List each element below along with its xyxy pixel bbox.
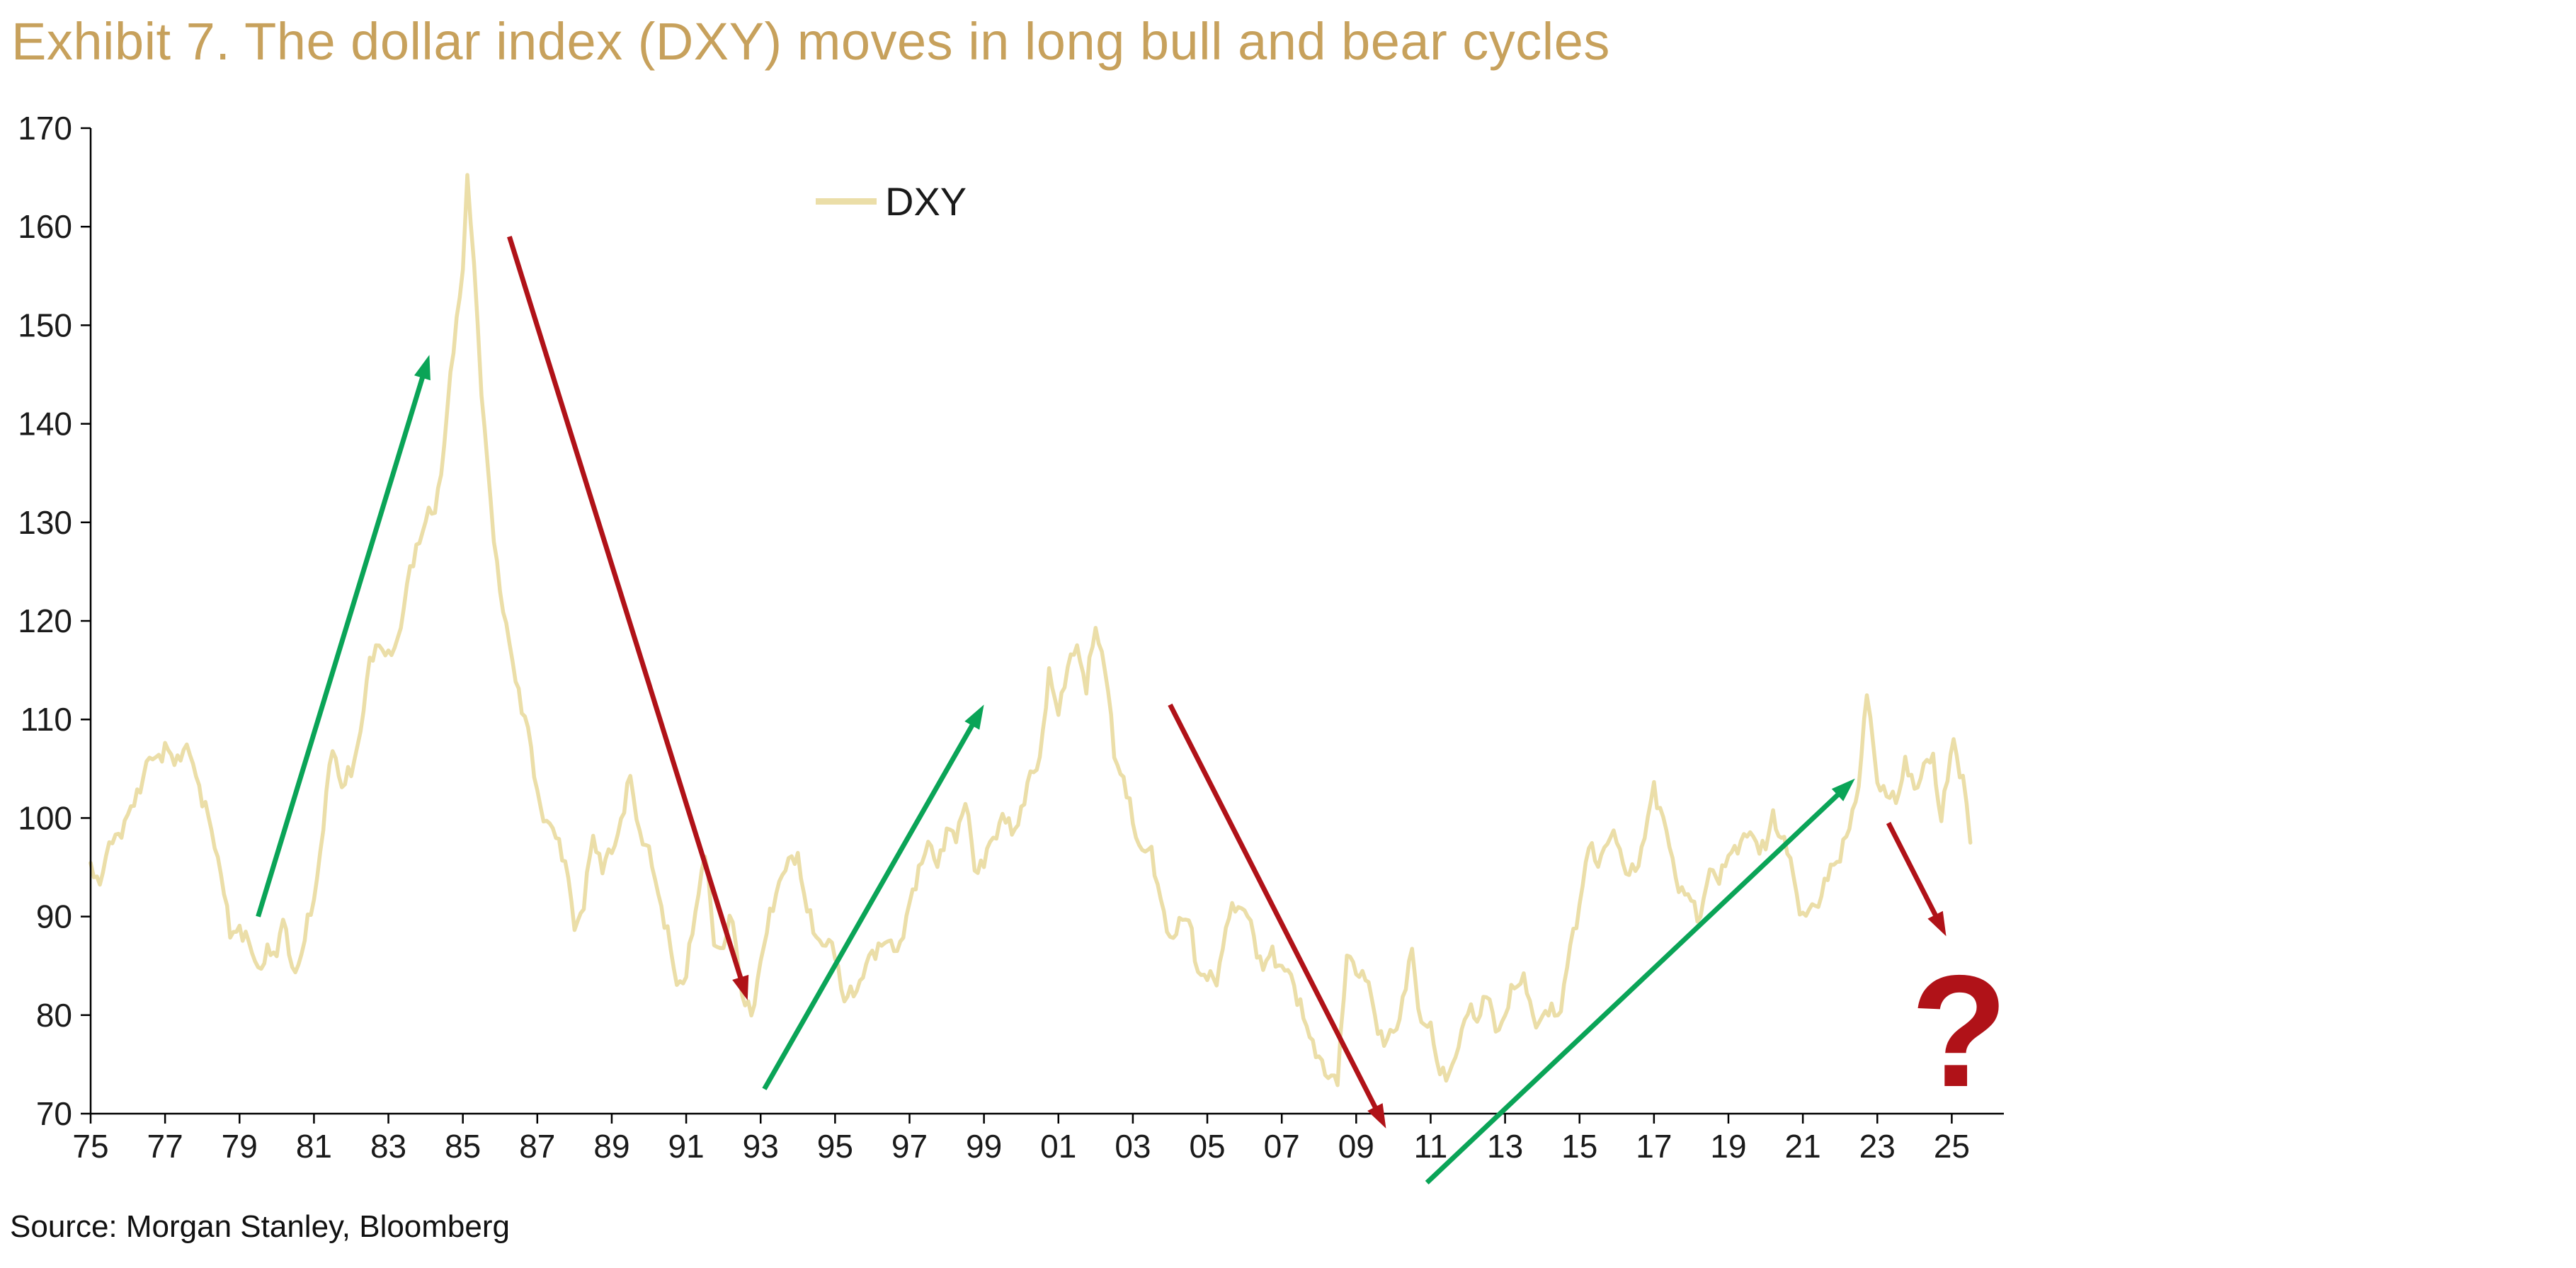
- x-tick-label: 13: [1487, 1128, 1523, 1165]
- x-tick-label: 81: [296, 1128, 332, 1165]
- bear-cycle-arrow: [507, 236, 745, 984]
- y-tick-label: 100: [18, 799, 72, 836]
- bear-cycle-arrow-head: [1927, 910, 1947, 937]
- y-tick-label: 120: [18, 602, 72, 639]
- x-tick-label: 11: [1414, 1128, 1448, 1165]
- y-tick-label: 90: [36, 898, 72, 935]
- x-tick-label: 25: [1934, 1128, 1970, 1165]
- x-tick-label: 91: [668, 1128, 705, 1165]
- x-tick-label: 75: [72, 1128, 108, 1165]
- x-tick-label: 07: [1264, 1128, 1300, 1165]
- bear-cycle-arrow: [1168, 703, 1380, 1114]
- x-tick-label: 97: [891, 1128, 928, 1165]
- bull-cycle-arrow-head: [1831, 778, 1855, 801]
- x-tick-label: 99: [966, 1128, 1002, 1165]
- bull-cycle-arrow-head: [414, 355, 431, 381]
- x-tick-label: 17: [1636, 1128, 1672, 1165]
- bear-cycle-arrow: [1886, 821, 1940, 921]
- x-tick-label: 15: [1561, 1128, 1597, 1165]
- x-tick-label: 79: [222, 1128, 258, 1165]
- x-tick-label: 87: [519, 1128, 555, 1165]
- bull-cycle-arrow-head: [964, 704, 984, 730]
- legend: DXY: [816, 178, 967, 224]
- y-tick-label: 130: [18, 504, 72, 541]
- question-mark-annotation: ?: [1910, 942, 2007, 1120]
- dxy-series-line: [89, 173, 1973, 1087]
- x-tick-label: 09: [1338, 1128, 1374, 1165]
- x-tick-label: 19: [1710, 1128, 1746, 1165]
- page-title: Exhibit 7. The dollar index (DXY) moves …: [11, 12, 1610, 71]
- bull-cycle-arrow: [256, 372, 427, 918]
- y-tick-label: 150: [18, 307, 72, 343]
- y-tick-label: 70: [36, 1095, 72, 1132]
- bear-cycle-arrow-head: [732, 974, 749, 1000]
- legend-label: DXY: [885, 179, 967, 224]
- x-tick-label: 03: [1115, 1128, 1151, 1165]
- x-tick-label: 95: [817, 1128, 853, 1165]
- x-tick-label: 93: [743, 1128, 779, 1165]
- y-tick-label: 80: [36, 997, 72, 1034]
- bull-cycle-arrow: [762, 719, 977, 1090]
- x-tick-label: 01: [1040, 1128, 1076, 1165]
- x-tick-label: 85: [445, 1128, 481, 1165]
- dxy-line-swatch-icon: [816, 198, 877, 205]
- source-note: Source: Morgan Stanley, Bloomberg: [10, 1209, 510, 1244]
- x-tick-label: 05: [1189, 1128, 1225, 1165]
- x-tick-label: 89: [593, 1128, 629, 1165]
- y-tick-label: 170: [18, 110, 72, 147]
- y-tick-label: 110: [21, 701, 72, 738]
- bear-cycle-arrow-head: [1367, 1103, 1386, 1129]
- bull-cycle-arrow: [1425, 789, 1844, 1184]
- x-tick-label: 83: [370, 1128, 406, 1165]
- y-tick-label: 140: [18, 406, 72, 442]
- axis-lines: [89, 128, 2004, 1115]
- y-tick-label: 160: [18, 208, 72, 245]
- x-tick-label: 23: [1859, 1128, 1896, 1165]
- x-tick-label: 21: [1785, 1128, 1821, 1165]
- x-tick-label: 77: [147, 1128, 183, 1165]
